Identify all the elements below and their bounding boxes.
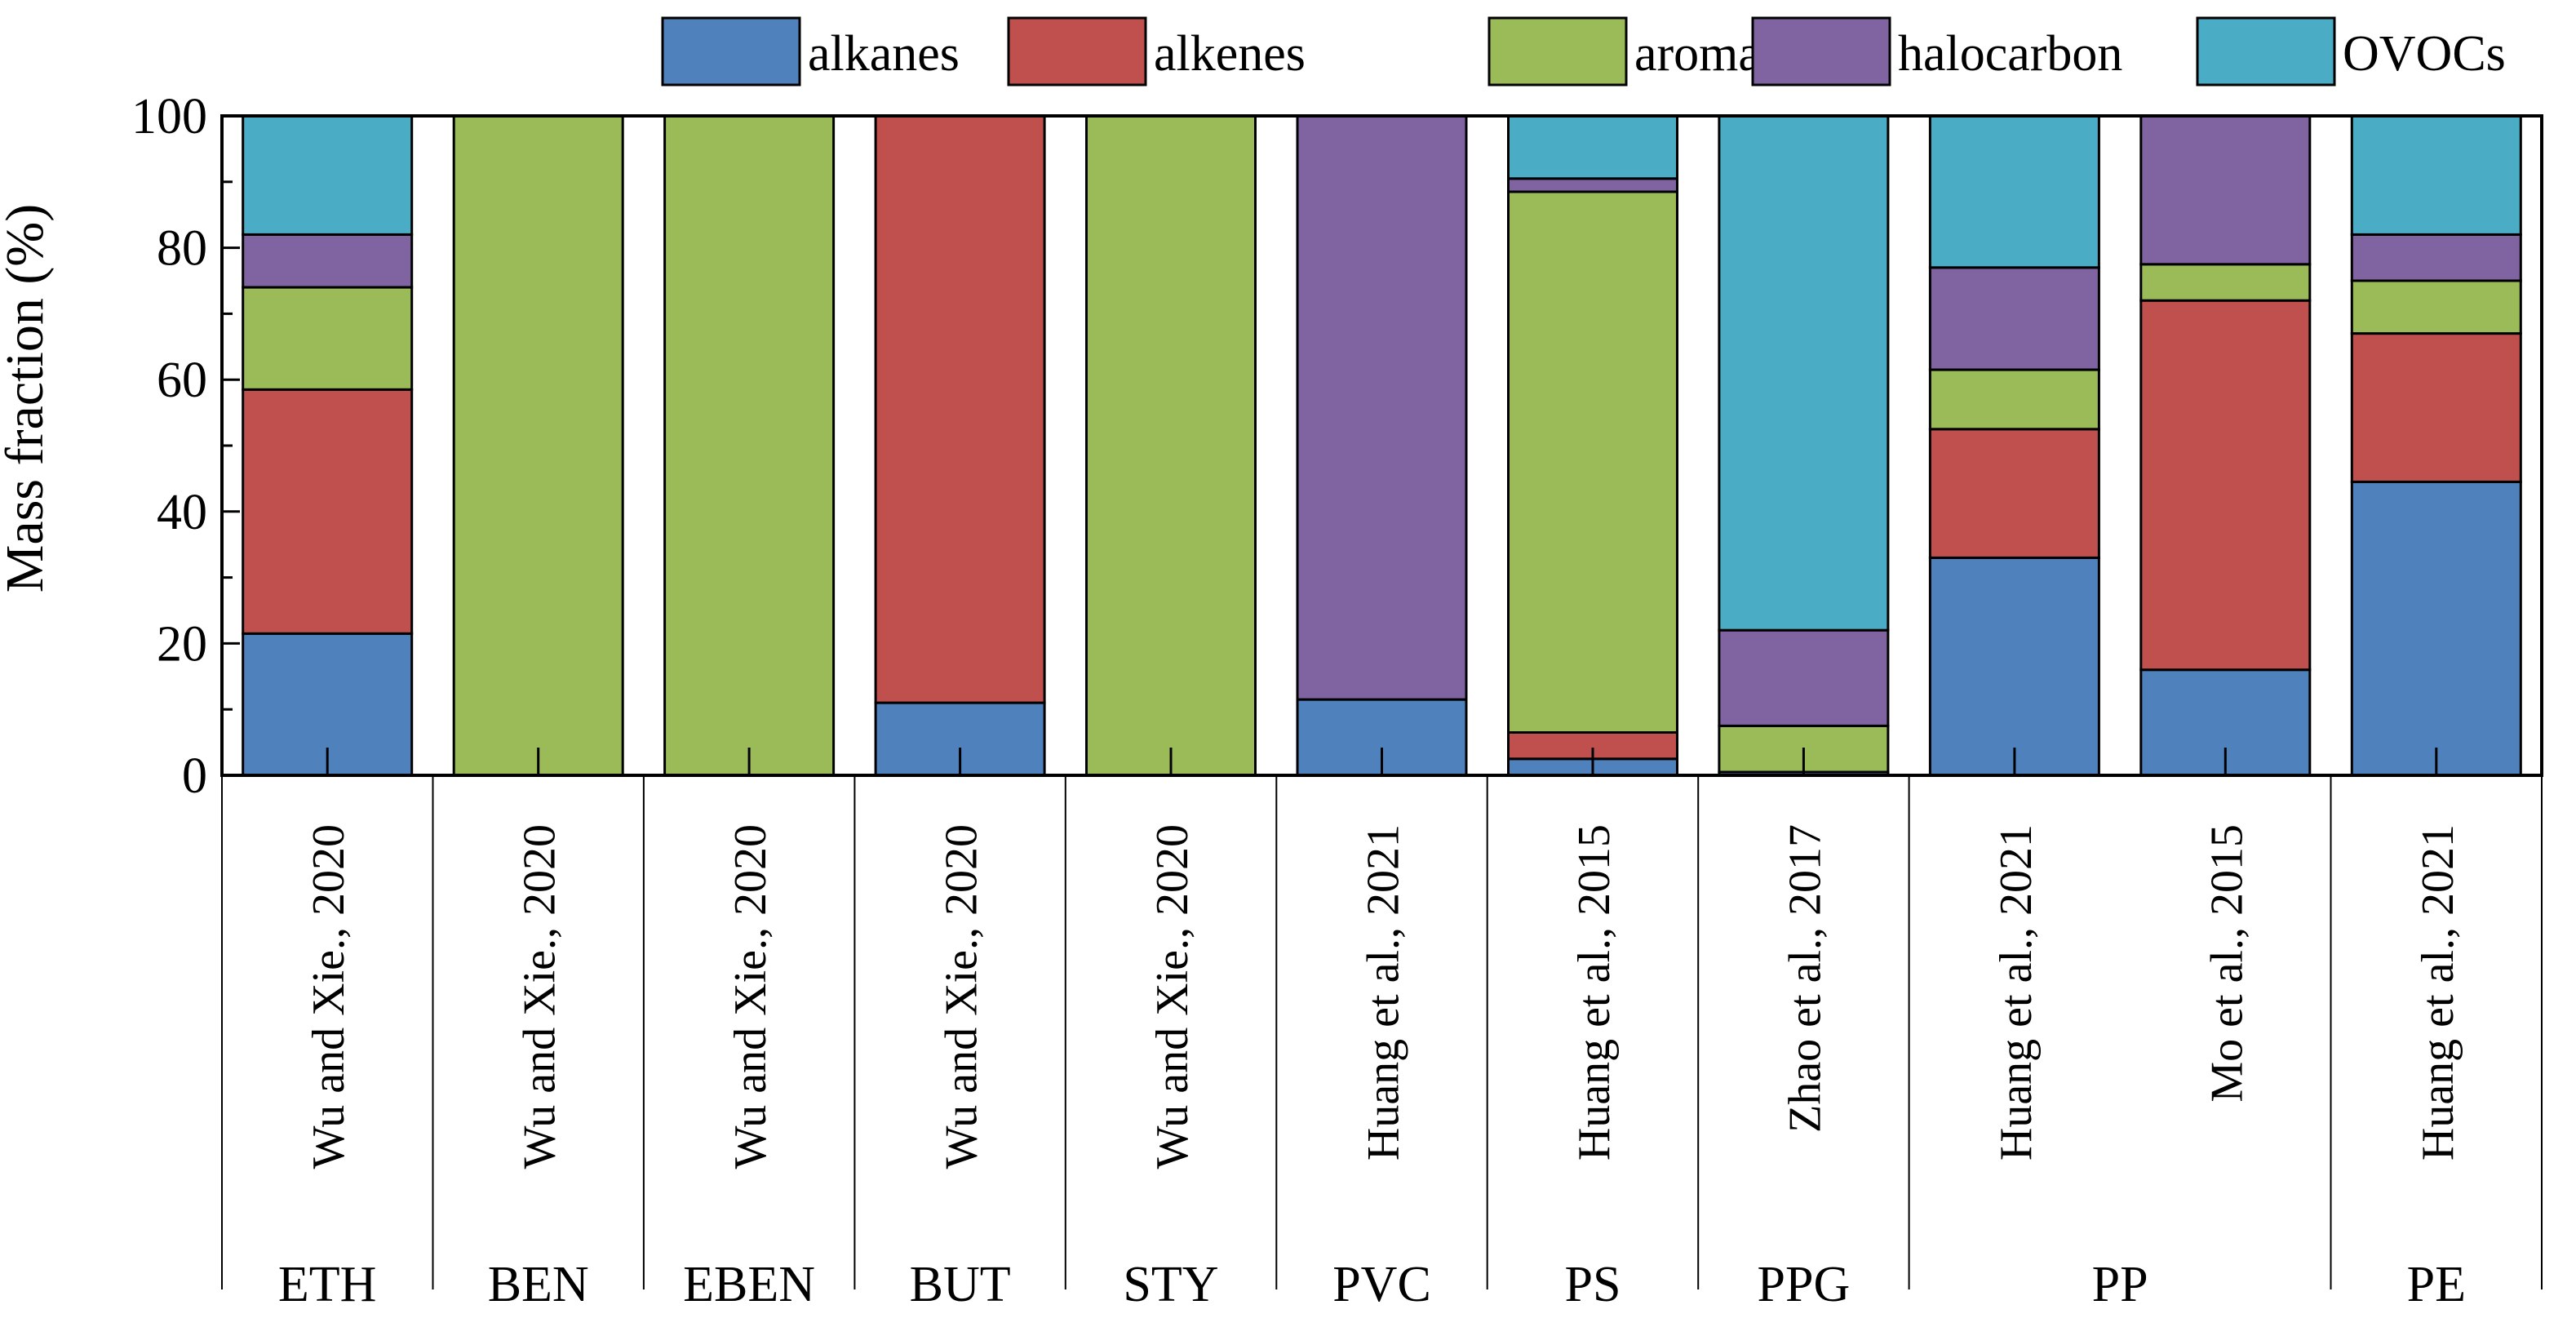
bar-segment-halocarbon-10 <box>2350 233 2522 282</box>
x-group-label: PVC <box>1332 1257 1431 1312</box>
bar-segment-alkenes-10 <box>2350 332 2522 483</box>
x-source-label: Huang et al., 2021 <box>1991 824 2042 1161</box>
bar-segment-ovocs-0 <box>242 114 414 236</box>
bar-segment-halocarbon-6 <box>1507 177 1678 193</box>
bar-segment-alkanes-10 <box>2350 480 2522 777</box>
x-group-label: EBEN <box>683 1257 815 1312</box>
x-source-label: Huang et al., 2021 <box>2413 824 2463 1161</box>
y-tick-label: 60 <box>157 353 207 408</box>
bar-segment-aromatics-8 <box>1928 368 2100 431</box>
x-group-label: BEN <box>488 1257 589 1312</box>
bar-segment-halocarbon-5 <box>1296 114 1468 701</box>
x-source-label: Mo et al., 2015 <box>2201 824 2252 1103</box>
bar-segment-alkenes-0 <box>242 388 414 635</box>
y-tick-label: 40 <box>157 485 207 540</box>
bar-area <box>242 114 2522 777</box>
bar-segment-aromatics-9 <box>2139 263 2312 302</box>
x-group-label: ETH <box>278 1257 377 1312</box>
bar-segment-aromatics-2 <box>663 114 836 777</box>
bar-segment-ovocs-7 <box>1718 114 1890 632</box>
x-source-label: Huang et al., 2021 <box>1359 824 1409 1161</box>
y-tick-label: 100 <box>131 89 207 144</box>
x-axis-labels: Wu and Xie., 2020 Wu and Xie., 2020 Wu and… <box>221 775 2543 1312</box>
x-source-label: Wu and Xie., 2020 <box>515 824 565 1169</box>
bar-segment-aromatics-1 <box>452 114 624 777</box>
bar-segment-ovocs-8 <box>1928 114 2100 269</box>
x-source-label: Wu and Xie., 2020 <box>937 824 987 1169</box>
bar-segment-alkanes-8 <box>1928 556 2100 777</box>
bar-segment-aromatics-10 <box>2350 279 2522 335</box>
y-axis-label: Mass fraction (%) <box>0 204 55 593</box>
x-group-label: BUT <box>910 1257 1011 1312</box>
x-group-label: STY <box>1123 1257 1218 1312</box>
legend-swatch-ovocs <box>2196 16 2336 87</box>
bar-segment-alkenes-9 <box>2139 299 2312 672</box>
legend-swatch-aromatics <box>1488 16 1628 87</box>
bar-segment-alkenes-3 <box>874 114 1046 704</box>
bar-segment-aromatics-4 <box>1085 114 1257 777</box>
legend-label-ovocs: OVOCs <box>2343 26 2506 82</box>
legend-swatch-alkenes <box>1007 16 1147 87</box>
legend-label-halocarbon: halocarbon <box>1898 26 2122 82</box>
x-source-label: Zhao et al., 2017 <box>1780 824 1830 1133</box>
legend-swatch-alkanes <box>661 16 801 87</box>
legend: alkanes alkenes aromatics halocarbon OVOCs <box>661 16 2506 87</box>
bar-segment-ovocs-6 <box>1507 114 1678 180</box>
bar-segment-aromatics-6 <box>1507 190 1678 734</box>
legend-swatch-halocarbon <box>1751 16 1891 87</box>
y-tick-label: 80 <box>157 221 207 277</box>
bar-segment-halocarbon-0 <box>242 233 414 289</box>
x-group-label: PP <box>2092 1257 2148 1312</box>
bar-segment-halocarbon-9 <box>2139 114 2312 266</box>
bar-segment-alkenes-8 <box>1928 428 2100 559</box>
y-tick-label: 20 <box>157 616 207 672</box>
x-group-label: PPG <box>1758 1257 1851 1312</box>
x-source-label: Wu and Xie., 2020 <box>304 824 354 1169</box>
bar-segment-halocarbon-7 <box>1718 628 1890 727</box>
x-source-label: Wu and Xie., 2020 <box>725 824 776 1169</box>
bar-segment-ovocs-10 <box>2350 114 2522 236</box>
legend-label-alkanes: alkanes <box>808 26 960 82</box>
x-source-label: Wu and Xie., 2020 <box>1147 824 1198 1169</box>
y-axis-ticks: 0 20 40 60 80 100 <box>131 89 240 804</box>
y-tick-label: 0 <box>182 748 207 804</box>
bar-segment-aromatics-0 <box>242 286 414 391</box>
legend-label-alkenes: alkenes <box>1154 26 1306 82</box>
x-group-label: PE <box>2407 1257 2466 1312</box>
x-source-label: Huang et al., 2015 <box>1569 824 1620 1161</box>
bar-segment-halocarbon-8 <box>1928 266 2100 371</box>
x-group-label: PS <box>1565 1257 1621 1312</box>
